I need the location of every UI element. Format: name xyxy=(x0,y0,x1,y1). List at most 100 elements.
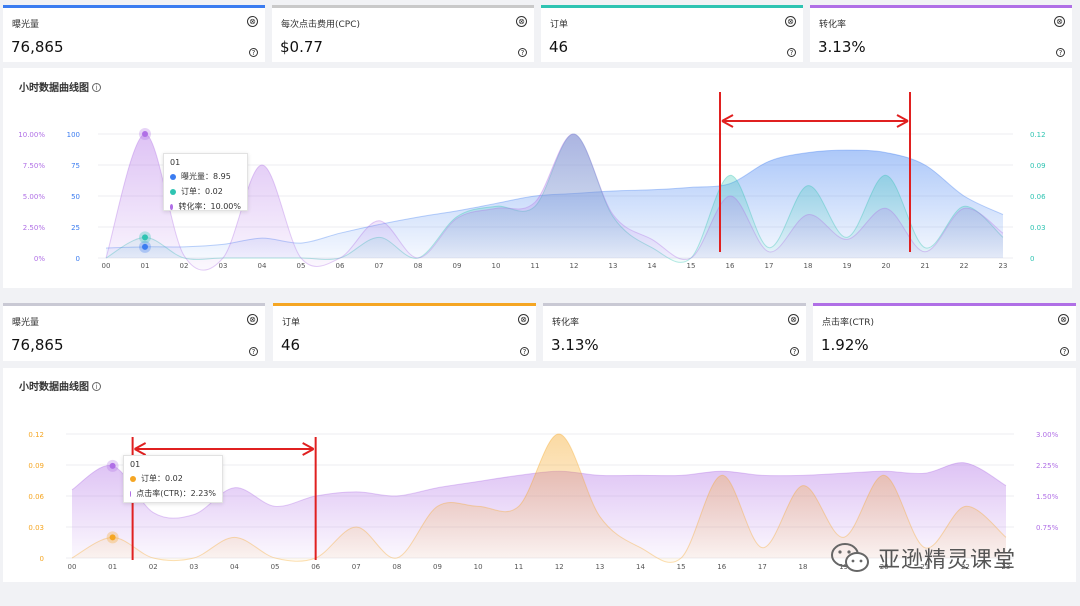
annotation-arrowhead-right xyxy=(896,114,909,128)
card-accent-bar xyxy=(810,5,1072,8)
x-tick-label: 17 xyxy=(765,262,774,270)
card-accent-bar xyxy=(813,303,1076,306)
y-left-pct-tick: 5.00% xyxy=(23,193,46,201)
y-left-tick: 0 xyxy=(76,255,80,263)
x-tick-label: 04 xyxy=(258,262,267,270)
x-tick-label: 00 xyxy=(68,563,77,571)
hover-marker xyxy=(109,462,116,469)
hover-marker xyxy=(142,234,148,241)
tooltip-row: 转化率： 10.00% xyxy=(170,201,241,212)
help-icon[interactable]: ? xyxy=(249,347,258,356)
x-tick-label: 01 xyxy=(108,563,117,571)
annotation-arrowhead-right xyxy=(302,442,315,456)
help-icon[interactable]: ? xyxy=(787,48,796,57)
help-icon[interactable]: ? xyxy=(518,48,527,57)
y-left-tick: 0.03 xyxy=(28,524,44,532)
x-tick-label: 08 xyxy=(392,563,401,571)
y-left-pct-tick: 0% xyxy=(34,255,45,263)
metric-value: 3.13% xyxy=(818,38,866,56)
hover-marker xyxy=(142,131,148,137)
card-accent-bar xyxy=(273,303,536,306)
metric-card-cpc[interactable]: 每次点击费用(CPC) $0.77 ⊗ ? xyxy=(272,5,534,62)
close-icon[interactable]: ⊗ xyxy=(788,314,799,325)
x-tick-label: 11 xyxy=(514,563,523,571)
tooltip-row: 订单： 0.02 xyxy=(130,473,216,484)
x-tick-label: 15 xyxy=(687,262,696,270)
metric-card-conversion[interactable]: 转化率 3.13% ⊗ ? xyxy=(810,5,1072,62)
tooltip-x: 01 xyxy=(170,158,181,167)
metric-card-conversion[interactable]: 转化率 3.13% ⊗ ? xyxy=(543,303,806,361)
hourly-chart-2[interactable]: 0 0.03 0.06 0.09 0.12 0.75% 1.50% 2.25% 3.00% 00 0… xyxy=(3,368,1076,582)
x-tick-label: 03 xyxy=(189,563,198,571)
x-tick-label: 07 xyxy=(352,563,361,571)
hourly-chart-1[interactable]: 0% 0 02.50% 25 0.035.00% 50 0.067.50% 75 0.0910.… xyxy=(3,68,1072,288)
tooltip-row: 订单： 0.02 xyxy=(170,186,241,197)
x-tick-label: 19 xyxy=(843,262,852,270)
panel-title: 小时数据曲线图 i xyxy=(19,79,101,94)
y-left-tick: 0.12 xyxy=(28,431,44,439)
x-tick-label: 09 xyxy=(453,262,462,270)
x-tick-label: 18 xyxy=(804,262,813,270)
metric-label: 订单 xyxy=(550,20,569,30)
metric-label: 点击率(CTR) xyxy=(822,318,875,328)
card-accent-bar xyxy=(272,5,534,8)
metric-label: 订单 xyxy=(282,318,301,328)
close-icon[interactable]: ⊗ xyxy=(1054,16,1065,27)
x-tick-label: 20 xyxy=(882,262,891,270)
metric-card-impressions[interactable]: 曝光量 76,865 ⊗ ? xyxy=(3,303,265,361)
metric-value: 46 xyxy=(549,38,569,56)
y-left-pct-tick: 10.00% xyxy=(18,131,45,139)
metric-card-ctr[interactable]: 点击率(CTR) 1.92% ⊗ ? xyxy=(813,303,1076,361)
hover-marker xyxy=(142,243,148,250)
hourly-chart-panel-2: 小时数据曲线图 i 0 0.03 0.06 0.09 0.12 0.75% 1.50% 2.25… xyxy=(3,368,1076,582)
help-icon[interactable]: ? xyxy=(1056,48,1065,57)
x-tick-label: 00 xyxy=(102,262,111,270)
x-tick-label: 17 xyxy=(758,563,767,571)
y-left-tick: 25 xyxy=(71,224,80,232)
metric-label: 转化率 xyxy=(552,318,580,328)
metric-card-orders[interactable]: 订单 46 ⊗ ? xyxy=(273,303,536,361)
card-accent-bar xyxy=(3,5,265,8)
info-icon[interactable]: i xyxy=(92,382,101,391)
x-tick-label: 22 xyxy=(960,262,969,270)
close-icon[interactable]: ⊗ xyxy=(247,314,258,325)
metric-value: 1.92% xyxy=(821,336,869,354)
y-right-tick: 0.12 xyxy=(1030,131,1046,139)
metric-label: 曝光量 xyxy=(12,20,40,30)
metric-label: 转化率 xyxy=(819,20,847,30)
close-icon[interactable]: ⊗ xyxy=(518,314,529,325)
info-icon[interactable]: i xyxy=(92,83,101,92)
x-tick-label: 05 xyxy=(271,563,280,571)
y-left-tick: 0.09 xyxy=(28,462,44,470)
metric-value: $0.77 xyxy=(280,38,323,56)
tooltip-x: 01 xyxy=(130,460,141,469)
conversion-series-line xyxy=(105,133,1004,271)
y-right-tick: 0.09 xyxy=(1030,162,1046,170)
x-tick-label: 12 xyxy=(555,563,564,571)
close-icon[interactable]: ⊗ xyxy=(516,16,527,27)
help-icon[interactable]: ? xyxy=(520,347,529,356)
watermark-text: 亚逊精灵课堂 xyxy=(878,548,1017,573)
wechat-icon xyxy=(831,543,869,572)
close-icon[interactable]: ⊗ xyxy=(1058,314,1069,325)
x-tick-label: 05 xyxy=(297,262,306,270)
tooltip-row: 曝光量： 8.95 xyxy=(170,171,241,182)
metric-value: 3.13% xyxy=(551,336,599,354)
x-tick-label: 21 xyxy=(920,563,929,571)
y-right-tick: 0.06 xyxy=(1030,193,1046,201)
watermark: 亚逊精灵课堂 xyxy=(830,542,1016,574)
metric-card-impressions[interactable]: 曝光量 76,865 ⊗ ? xyxy=(3,5,265,62)
x-tick-label: 20 xyxy=(880,563,889,571)
x-tick-label: 16 xyxy=(726,262,735,270)
metric-card-orders[interactable]: 订单 46 ⊗ ? xyxy=(541,5,803,62)
help-icon[interactable]: ? xyxy=(249,48,258,57)
help-icon[interactable]: ? xyxy=(1060,347,1069,356)
help-icon[interactable]: ? xyxy=(790,347,799,356)
close-icon[interactable]: ⊗ xyxy=(785,16,796,27)
close-icon[interactable]: ⊗ xyxy=(247,16,258,27)
annotation-arrowhead-left xyxy=(721,114,734,128)
y-right-tick: 2.25% xyxy=(1036,462,1059,470)
x-tick-label: 09 xyxy=(433,563,442,571)
x-tick-label: 12 xyxy=(570,262,579,270)
chart-tooltip: 01 订单： 0.02 点击率(CTR)： 2.23% xyxy=(123,455,223,503)
